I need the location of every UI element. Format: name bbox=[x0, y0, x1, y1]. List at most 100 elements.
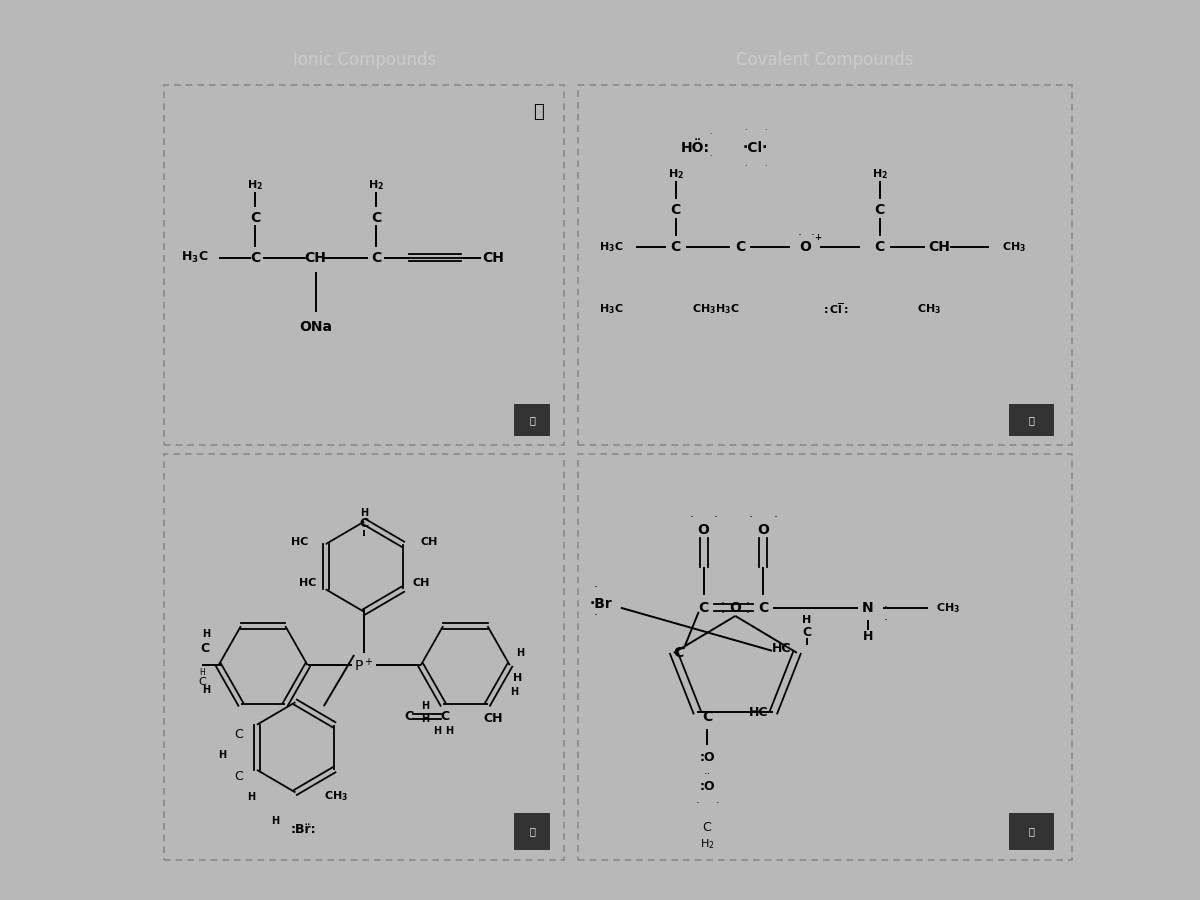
FancyBboxPatch shape bbox=[514, 813, 551, 850]
Text: C: C bbox=[803, 626, 811, 639]
Text: ⛶: ⛶ bbox=[529, 415, 535, 425]
Text: $\rm C$: $\rm C$ bbox=[234, 770, 244, 782]
Text: $\rm H_2$: $\rm H_2$ bbox=[700, 837, 714, 850]
Text: $\mathbf{H_2}$: $\mathbf{H_2}$ bbox=[247, 178, 263, 192]
Text: $\mathbf{:C\overline{l}:}$: $\mathbf{:C\overline{l}:}$ bbox=[821, 302, 850, 316]
Text: $\mathbf{H_3C}$: $\mathbf{H_3C}$ bbox=[599, 240, 623, 254]
Text: ·: · bbox=[746, 608, 750, 620]
Text: HC: HC bbox=[749, 706, 768, 719]
Text: N: N bbox=[862, 601, 874, 615]
Text: ·: · bbox=[764, 162, 767, 171]
Text: ·: · bbox=[746, 597, 750, 610]
Text: $\rm P^+$: $\rm P^+$ bbox=[354, 657, 374, 674]
Text: C: C bbox=[371, 251, 382, 265]
Text: :Br̈:: :Br̈: bbox=[290, 823, 317, 836]
Text: ·Br: ·Br bbox=[589, 597, 612, 610]
Text: Ionic Compounds: Ionic Compounds bbox=[293, 51, 436, 69]
Text: $\mathbf{H_3C}$: $\mathbf{H_3C}$ bbox=[599, 302, 623, 316]
Text: ·: · bbox=[696, 797, 700, 808]
FancyBboxPatch shape bbox=[514, 403, 551, 436]
Text: C: C bbox=[440, 710, 450, 723]
Text: H: H bbox=[271, 816, 280, 826]
Text: H: H bbox=[360, 508, 368, 518]
Text: H: H bbox=[516, 648, 524, 658]
Text: ·: · bbox=[774, 511, 778, 524]
Text: :O: :O bbox=[700, 779, 715, 793]
Text: HÖ:: HÖ: bbox=[682, 141, 710, 156]
Text: ·: · bbox=[744, 126, 746, 135]
FancyBboxPatch shape bbox=[1009, 813, 1054, 850]
Text: CH: CH bbox=[484, 712, 503, 725]
Text: H: H bbox=[247, 791, 256, 802]
Text: HC: HC bbox=[773, 643, 792, 655]
Text: CH: CH bbox=[482, 251, 504, 265]
Text: H: H bbox=[203, 629, 210, 639]
Text: ·: · bbox=[798, 230, 802, 242]
Text: ·: · bbox=[721, 597, 725, 610]
Text: CH: CH bbox=[420, 537, 438, 547]
Text: ·: · bbox=[744, 162, 746, 171]
Text: C: C bbox=[250, 251, 260, 265]
Text: ·: · bbox=[715, 797, 719, 808]
Text: H: H bbox=[421, 701, 428, 711]
Text: O: O bbox=[697, 523, 709, 536]
Text: C: C bbox=[671, 239, 680, 254]
Text: ·: · bbox=[709, 130, 712, 137]
Text: ·: · bbox=[749, 511, 752, 524]
Text: H: H bbox=[863, 630, 874, 643]
Text: C: C bbox=[875, 239, 884, 254]
Text: $\mathbf{H_3C}$: $\mathbf{H_3C}$ bbox=[181, 250, 208, 266]
Text: H: H bbox=[218, 751, 227, 760]
Text: C: C bbox=[200, 643, 209, 655]
Text: $\mathbf{H_2}$: $\mathbf{H_2}$ bbox=[667, 167, 684, 181]
Text: ⛶: ⛶ bbox=[529, 826, 535, 836]
Text: $\rm \overset{H}{C}$: $\rm \overset{H}{C}$ bbox=[198, 666, 208, 688]
Text: C: C bbox=[736, 239, 745, 254]
Text: CH: CH bbox=[929, 239, 950, 254]
Text: $\mathbf{H_2}$: $\mathbf{H_2}$ bbox=[871, 167, 888, 181]
Text: Ⓧ: Ⓧ bbox=[533, 103, 544, 121]
Text: ·: · bbox=[764, 126, 767, 135]
Text: ·: · bbox=[883, 601, 888, 615]
Text: :O: :O bbox=[700, 752, 715, 764]
Text: +: + bbox=[814, 233, 821, 242]
Text: ONa: ONa bbox=[299, 320, 332, 334]
Text: $\mathbf{CH_3}$: $\mathbf{CH_3}$ bbox=[918, 302, 942, 316]
Text: ⛶: ⛶ bbox=[1028, 415, 1034, 425]
Text: C: C bbox=[673, 646, 684, 660]
Text: ·: · bbox=[810, 230, 815, 242]
Text: C: C bbox=[404, 710, 413, 723]
Text: $\rm C$: $\rm C$ bbox=[702, 821, 713, 834]
FancyBboxPatch shape bbox=[1009, 403, 1054, 436]
Text: H: H bbox=[203, 685, 210, 695]
Text: CH: CH bbox=[305, 251, 326, 265]
Text: HC: HC bbox=[290, 537, 308, 547]
Text: ·Cl·: ·Cl· bbox=[743, 141, 768, 156]
Text: ·: · bbox=[721, 608, 725, 620]
Text: Covalent Compounds: Covalent Compounds bbox=[737, 51, 913, 69]
Text: C: C bbox=[698, 601, 709, 615]
Text: H: H bbox=[445, 726, 454, 736]
Text: $\rm C$: $\rm C$ bbox=[234, 728, 244, 742]
Text: ·: · bbox=[594, 580, 598, 594]
Text: $\mathbf{CH_3}$: $\mathbf{CH_3}$ bbox=[936, 601, 960, 615]
Text: ⛶: ⛶ bbox=[1028, 826, 1034, 836]
Text: O: O bbox=[757, 523, 769, 536]
Text: ·: · bbox=[689, 511, 694, 524]
Text: $\mathbf{CH_3}$: $\mathbf{CH_3}$ bbox=[1002, 240, 1026, 254]
Text: $\mathbf{CH_3H_3C}$: $\mathbf{CH_3H_3C}$ bbox=[691, 302, 739, 316]
Text: HC: HC bbox=[299, 578, 317, 588]
Text: C: C bbox=[758, 601, 768, 615]
Text: H: H bbox=[514, 672, 522, 682]
Text: ·: · bbox=[709, 153, 712, 158]
Text: H: H bbox=[510, 687, 518, 697]
Text: ··: ·· bbox=[703, 769, 710, 779]
Text: C: C bbox=[671, 203, 680, 218]
Text: ·: · bbox=[594, 609, 598, 623]
Text: $\mathbf{CH_3}$: $\mathbf{CH_3}$ bbox=[324, 789, 348, 804]
Text: C: C bbox=[702, 709, 713, 724]
Text: C: C bbox=[371, 211, 382, 225]
Text: C: C bbox=[360, 518, 368, 530]
Text: O: O bbox=[799, 239, 811, 254]
Text: ·: · bbox=[883, 614, 888, 626]
